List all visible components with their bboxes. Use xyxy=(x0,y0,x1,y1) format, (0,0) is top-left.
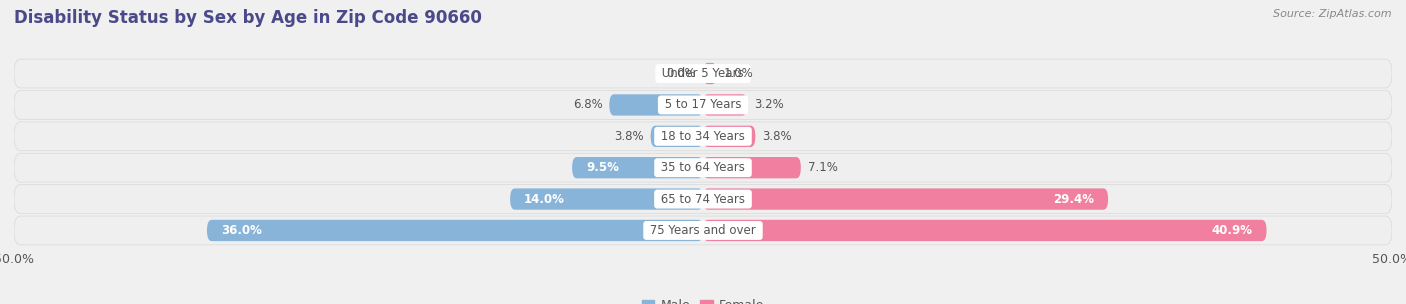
FancyBboxPatch shape xyxy=(703,157,801,178)
FancyBboxPatch shape xyxy=(14,122,1392,151)
FancyBboxPatch shape xyxy=(207,220,703,241)
Text: 75 Years and over: 75 Years and over xyxy=(647,224,759,237)
FancyBboxPatch shape xyxy=(14,153,1392,182)
Text: 1.0%: 1.0% xyxy=(724,67,754,80)
Text: 3.8%: 3.8% xyxy=(762,130,792,143)
Text: 5 to 17 Years: 5 to 17 Years xyxy=(661,98,745,112)
Text: 18 to 34 Years: 18 to 34 Years xyxy=(657,130,749,143)
Text: 65 to 74 Years: 65 to 74 Years xyxy=(657,192,749,206)
FancyBboxPatch shape xyxy=(14,185,1392,213)
Text: 40.9%: 40.9% xyxy=(1212,224,1253,237)
Text: 7.1%: 7.1% xyxy=(807,161,838,174)
Text: 6.8%: 6.8% xyxy=(572,98,602,112)
Text: 0.0%: 0.0% xyxy=(666,67,696,80)
Text: Under 5 Years: Under 5 Years xyxy=(658,67,748,80)
FancyBboxPatch shape xyxy=(572,157,703,178)
Text: 29.4%: 29.4% xyxy=(1053,192,1094,206)
FancyBboxPatch shape xyxy=(703,63,717,84)
FancyBboxPatch shape xyxy=(703,94,747,116)
FancyBboxPatch shape xyxy=(510,188,703,210)
Text: 14.0%: 14.0% xyxy=(524,192,565,206)
FancyBboxPatch shape xyxy=(703,220,1267,241)
FancyBboxPatch shape xyxy=(14,216,1392,245)
Text: 3.2%: 3.2% xyxy=(754,98,783,112)
FancyBboxPatch shape xyxy=(14,91,1392,119)
Text: 36.0%: 36.0% xyxy=(221,224,262,237)
Text: Source: ZipAtlas.com: Source: ZipAtlas.com xyxy=(1274,9,1392,19)
Text: 35 to 64 Years: 35 to 64 Years xyxy=(657,161,749,174)
FancyBboxPatch shape xyxy=(651,126,703,147)
FancyBboxPatch shape xyxy=(703,126,755,147)
FancyBboxPatch shape xyxy=(14,59,1392,88)
FancyBboxPatch shape xyxy=(609,94,703,116)
Text: 9.5%: 9.5% xyxy=(586,161,619,174)
FancyBboxPatch shape xyxy=(703,188,1108,210)
Text: Disability Status by Sex by Age in Zip Code 90660: Disability Status by Sex by Age in Zip C… xyxy=(14,9,482,27)
Text: 3.8%: 3.8% xyxy=(614,130,644,143)
Legend: Male, Female: Male, Female xyxy=(637,294,769,304)
